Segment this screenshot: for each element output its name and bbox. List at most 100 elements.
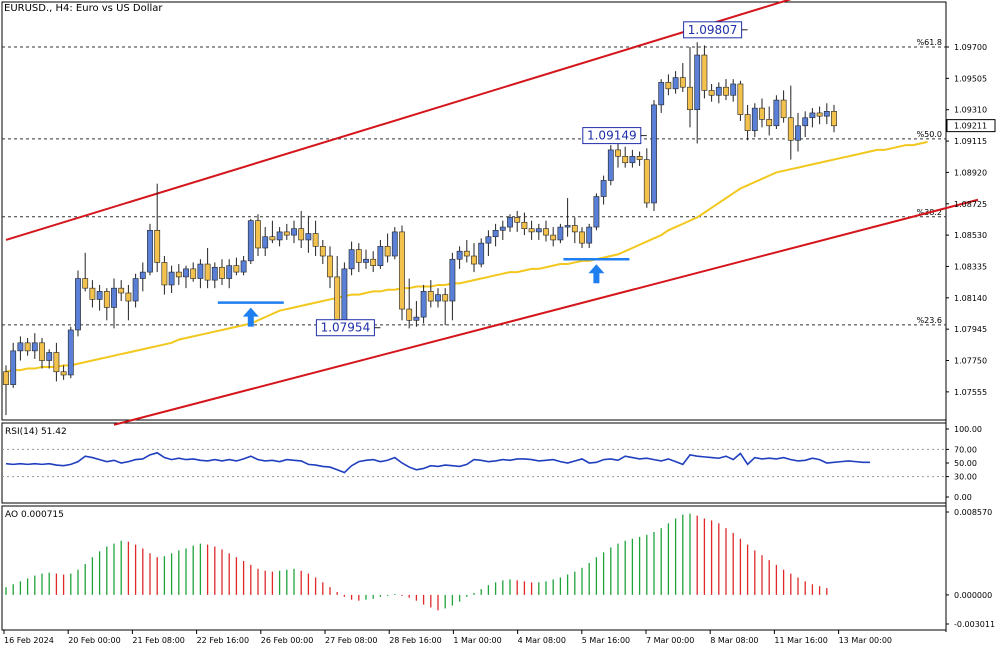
candle-body[interactable] bbox=[204, 263, 211, 281]
candle-body[interactable] bbox=[46, 352, 53, 361]
candle-body[interactable] bbox=[751, 107, 758, 131]
candle-body[interactable] bbox=[255, 220, 261, 249]
candle-body[interactable] bbox=[658, 82, 665, 106]
candle-body[interactable] bbox=[701, 54, 708, 91]
candle-body[interactable] bbox=[125, 292, 132, 302]
candle-body[interactable] bbox=[183, 268, 189, 278]
candle-body[interactable] bbox=[305, 233, 312, 241]
candle-body[interactable] bbox=[384, 246, 391, 257]
candle-body[interactable] bbox=[348, 249, 355, 270]
candle-body[interactable] bbox=[370, 258, 377, 266]
candle-body[interactable] bbox=[427, 291, 434, 302]
candle-body[interactable] bbox=[147, 229, 153, 273]
candle-body[interactable] bbox=[485, 236, 492, 244]
trend-channel-line[interactable] bbox=[113, 198, 979, 426]
candle-body[interactable] bbox=[665, 82, 672, 90]
candle-body[interactable] bbox=[363, 258, 369, 263]
candle-body[interactable] bbox=[247, 220, 254, 262]
candle-body[interactable] bbox=[10, 350, 17, 385]
candle-body[interactable] bbox=[319, 246, 326, 257]
candle-body[interactable] bbox=[197, 263, 204, 279]
candle-body[interactable] bbox=[168, 271, 175, 286]
candle-body[interactable] bbox=[780, 99, 787, 119]
candle-body[interactable] bbox=[233, 265, 240, 273]
candle-body[interactable] bbox=[708, 90, 715, 96]
candle-body[interactable] bbox=[327, 255, 333, 278]
candle-body[interactable] bbox=[442, 294, 449, 302]
candle-body[interactable] bbox=[435, 294, 441, 302]
candle-body[interactable] bbox=[31, 342, 38, 352]
candle-body[interactable] bbox=[211, 266, 218, 281]
candle-body[interactable] bbox=[60, 371, 67, 376]
candle-body[interactable] bbox=[17, 342, 24, 352]
candle-body[interactable] bbox=[291, 228, 297, 236]
candle-body[interactable] bbox=[463, 250, 470, 257]
candle-body[interactable] bbox=[823, 111, 830, 117]
candle-body[interactable] bbox=[593, 196, 600, 228]
candle-body[interactable] bbox=[139, 271, 146, 279]
candle-body[interactable] bbox=[679, 77, 686, 88]
candle-body[interactable] bbox=[615, 149, 621, 157]
candle-body[interactable] bbox=[528, 228, 535, 233]
candle-body[interactable] bbox=[492, 229, 499, 238]
candle-body[interactable] bbox=[773, 99, 780, 127]
candle-body[interactable] bbox=[759, 107, 765, 120]
candle-body[interactable] bbox=[471, 255, 477, 265]
candle-body[interactable] bbox=[507, 217, 513, 228]
candle-body[interactable] bbox=[53, 352, 60, 373]
candle-body[interactable] bbox=[190, 268, 197, 279]
candle-body[interactable] bbox=[478, 242, 485, 265]
candle-body[interactable] bbox=[816, 112, 823, 117]
candle-body[interactable] bbox=[449, 258, 456, 302]
candle-body[interactable] bbox=[334, 276, 341, 321]
candle-body[interactable] bbox=[543, 228, 549, 236]
candle-body[interactable] bbox=[607, 149, 614, 181]
candle-body[interactable] bbox=[219, 266, 225, 279]
candle-body[interactable] bbox=[82, 278, 89, 289]
candle-body[interactable] bbox=[651, 104, 657, 204]
candle-body[interactable] bbox=[802, 117, 809, 127]
candle-body[interactable] bbox=[629, 156, 636, 164]
candle-body[interactable] bbox=[154, 229, 161, 263]
candle-body[interactable] bbox=[586, 226, 593, 244]
candle-body[interactable] bbox=[39, 342, 45, 361]
candle-body[interactable] bbox=[161, 262, 168, 286]
candle-body[interactable] bbox=[744, 114, 751, 131]
candle-body[interactable] bbox=[111, 287, 117, 308]
candle-body[interactable] bbox=[399, 231, 405, 310]
candle-body[interactable] bbox=[175, 271, 182, 278]
candle-body[interactable] bbox=[103, 291, 110, 308]
candle-body[interactable] bbox=[715, 86, 722, 96]
candle-body[interactable] bbox=[579, 231, 585, 244]
candle-body[interactable] bbox=[557, 226, 564, 241]
candle-body[interactable] bbox=[283, 231, 290, 236]
candle-body[interactable] bbox=[737, 83, 744, 115]
candle-body[interactable] bbox=[571, 225, 578, 233]
candle-body[interactable] bbox=[413, 316, 420, 321]
candle-body[interactable] bbox=[795, 125, 801, 141]
candle-body[interactable] bbox=[312, 233, 319, 247]
candle-body[interactable] bbox=[600, 180, 607, 197]
candle-body[interactable] bbox=[89, 287, 96, 300]
candle-body[interactable] bbox=[694, 54, 701, 111]
candle-body[interactable] bbox=[67, 329, 74, 376]
candle-body[interactable] bbox=[391, 231, 398, 257]
candle-body[interactable] bbox=[132, 278, 139, 302]
candle-body[interactable] bbox=[240, 260, 247, 273]
candle-body[interactable] bbox=[226, 265, 233, 279]
candle-body[interactable] bbox=[406, 308, 413, 321]
candle-body[interactable] bbox=[787, 117, 794, 141]
candle-body[interactable] bbox=[341, 268, 348, 321]
candle-body[interactable] bbox=[499, 226, 506, 231]
candle-body[interactable] bbox=[269, 236, 276, 241]
candle-body[interactable] bbox=[420, 291, 427, 318]
candle-body[interactable] bbox=[643, 159, 650, 204]
candle-body[interactable] bbox=[622, 156, 629, 164]
candle-body[interactable] bbox=[564, 225, 571, 228]
candle-body[interactable] bbox=[766, 119, 773, 127]
candle-body[interactable] bbox=[118, 287, 125, 294]
candle-body[interactable] bbox=[262, 236, 269, 249]
candle-body[interactable] bbox=[521, 221, 528, 229]
candle-body[interactable] bbox=[831, 111, 837, 127]
candle-body[interactable] bbox=[723, 86, 729, 96]
